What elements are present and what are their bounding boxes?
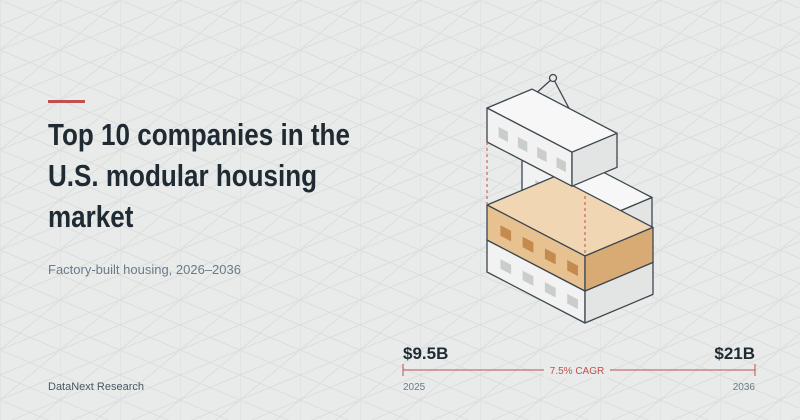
- modules-illustration: [486, 73, 654, 324]
- module-window: [522, 270, 534, 286]
- start-value: $9.5B: [403, 344, 448, 363]
- module-window: [537, 147, 547, 163]
- module-end: [584, 226, 654, 292]
- accent-bar: [48, 100, 85, 103]
- end-value: $21B: [714, 344, 755, 363]
- growth-label: 7.5% CAGR: [550, 366, 604, 377]
- module-window: [500, 259, 512, 275]
- module-window: [544, 248, 556, 265]
- title: Top 10 companies in the U.S. modular hou…: [48, 117, 350, 234]
- subtitle: Factory-built housing, 2026–2036: [48, 262, 241, 277]
- module-window: [567, 293, 578, 310]
- module-window: [567, 260, 578, 277]
- source: DataNext Research: [48, 381, 144, 393]
- module-window: [500, 225, 512, 242]
- end-year: 2036: [733, 382, 756, 393]
- start-year: 2025: [403, 382, 426, 393]
- crane-hook: [548, 73, 558, 83]
- module-window: [498, 126, 508, 142]
- module-window: [544, 282, 556, 298]
- label-background: [544, 362, 610, 378]
- module-end: [571, 132, 618, 187]
- module-window: [517, 137, 528, 153]
- module-window: [556, 157, 566, 173]
- module-window: [522, 236, 534, 253]
